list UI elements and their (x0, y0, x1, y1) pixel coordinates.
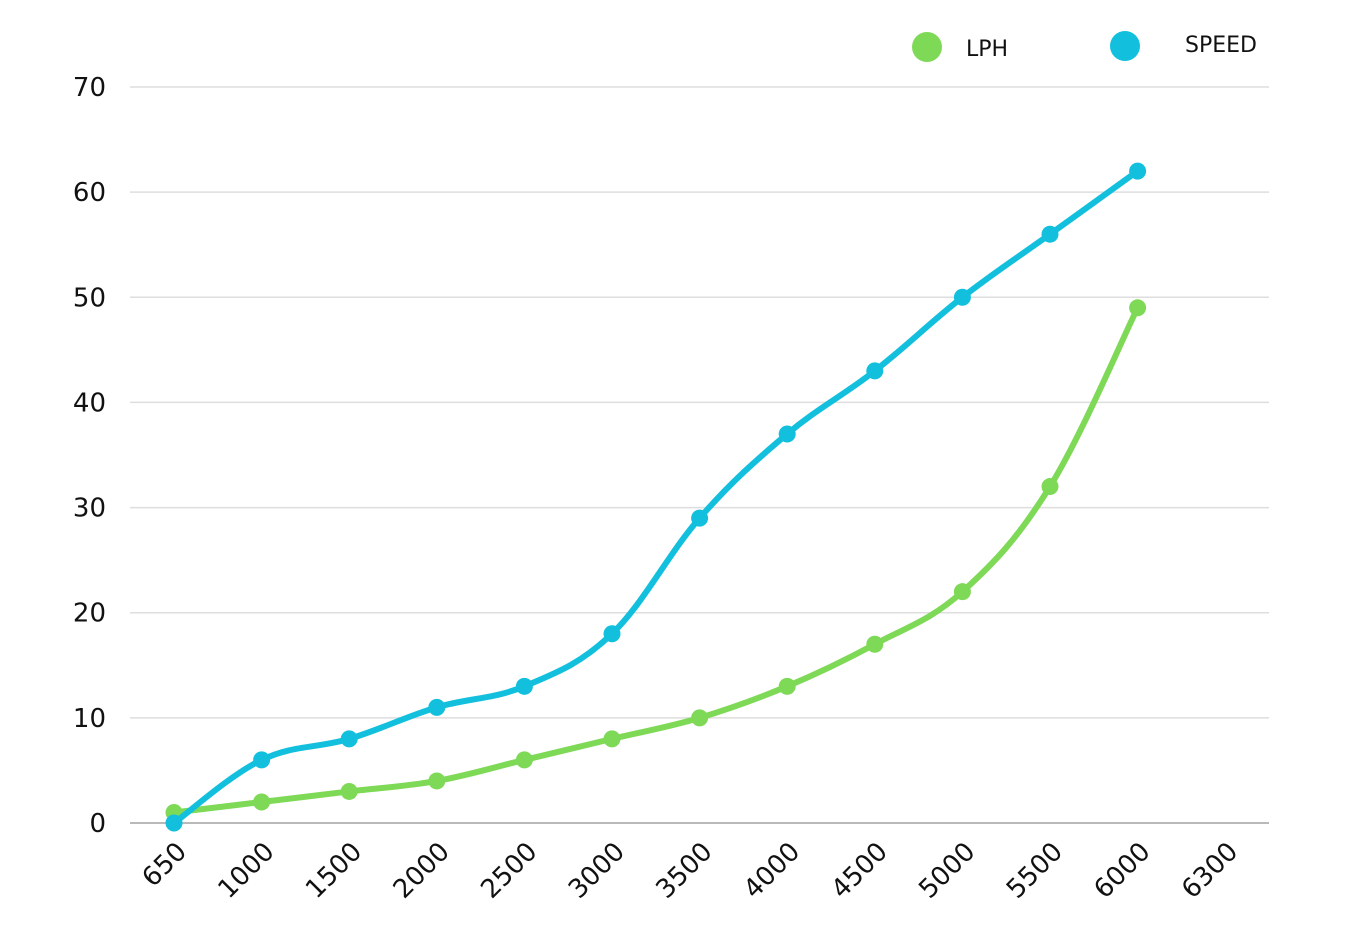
x-tick-label: 2000 (388, 837, 456, 905)
x-tick-label: 1000 (213, 837, 281, 905)
data-point-speed (428, 698, 446, 716)
data-point-speed (340, 730, 358, 748)
legend-label: SPEED (1185, 33, 1257, 58)
y-tick-label: 50 (73, 283, 106, 313)
x-tick-label: 4000 (738, 837, 806, 905)
x-tick-label: 650 (137, 837, 193, 893)
series-line-lph (171, 304, 1141, 816)
y-tick-label: 40 (73, 388, 106, 418)
x-tick-label: 6300 (1176, 837, 1244, 905)
gridlines (130, 86, 1269, 824)
data-point-lph (1129, 299, 1147, 317)
legend-marker (1110, 31, 1140, 61)
data-point-speed (1129, 162, 1147, 180)
y-tick-label: 70 (73, 73, 106, 103)
data-point-speed (603, 625, 621, 643)
x-tick-label: 3000 (563, 837, 631, 905)
x-tick-label: 4500 (826, 837, 894, 905)
series-line-speed (171, 168, 1141, 826)
x-tick-label: 3500 (651, 837, 719, 905)
x-axis-ticks: 650 1000 1500 2000 2500 3000 3500 4000 4500 5000 5… (137, 837, 1245, 905)
data-point-speed (165, 814, 183, 832)
data-point-lph (603, 730, 621, 748)
data-point-lph (691, 709, 709, 727)
data-point-lph (1041, 478, 1059, 496)
y-tick-label: 60 (73, 178, 106, 208)
y-tick-label: 20 (73, 599, 106, 629)
data-point-speed (691, 509, 709, 527)
data-point-lph (253, 793, 271, 811)
series-lph (165, 299, 1147, 821)
data-point-lph (340, 782, 358, 800)
y-tick-label: 10 (73, 704, 106, 734)
data-point-lph (866, 635, 884, 653)
x-tick-label: 5000 (913, 837, 981, 905)
data-point-speed (866, 362, 884, 380)
y-tick-label: 0 (89, 809, 106, 839)
x-tick-label: 6000 (1089, 837, 1157, 905)
x-tick-label: 2500 (475, 837, 543, 905)
legend-label: LPH (966, 37, 1008, 62)
series-lines (165, 162, 1147, 832)
data-point-speed (778, 425, 796, 443)
y-axis-ticks: 0 10 20 30 40 50 60 70 (73, 73, 106, 839)
legend-item-lph: LPH (912, 32, 1008, 62)
legend-marker (912, 32, 942, 62)
data-point-lph (953, 583, 971, 601)
data-point-lph (428, 772, 446, 790)
data-point-speed (953, 288, 971, 306)
legend-item-speed: SPEED (1110, 31, 1257, 61)
data-point-speed (253, 751, 271, 769)
x-tick-label: 5500 (1001, 837, 1069, 905)
data-point-speed (1041, 225, 1059, 243)
x-tick-label: 1500 (300, 837, 368, 905)
series-speed (165, 162, 1147, 832)
data-point-lph (778, 677, 796, 695)
data-point-speed (515, 677, 533, 695)
y-tick-label: 30 (73, 494, 106, 524)
data-point-lph (515, 751, 533, 769)
legend: LPH SPEED (912, 31, 1257, 62)
